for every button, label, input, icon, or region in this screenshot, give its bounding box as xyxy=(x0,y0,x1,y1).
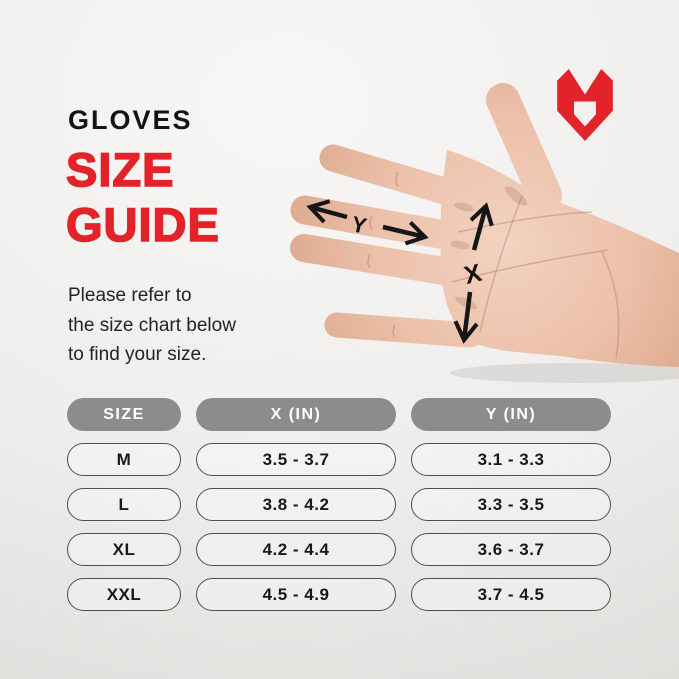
y-arrow-left xyxy=(306,199,348,224)
x-measure-label: X xyxy=(461,259,484,290)
kicker-gloves: GLOVES xyxy=(68,105,193,135)
thumb xyxy=(486,83,562,212)
y-cell: 3.3 - 3.5 xyxy=(411,488,611,521)
palm-creases xyxy=(367,171,620,359)
header-x-in: X (IN) xyxy=(196,398,396,431)
size-cell: M xyxy=(67,443,181,476)
header-size: SIZE xyxy=(67,398,181,431)
x-cell: 3.5 - 3.7 xyxy=(196,443,396,476)
x-cell: 4.5 - 4.9 xyxy=(196,578,396,611)
index-finger xyxy=(319,144,482,212)
size-cell: XXL xyxy=(67,578,181,611)
intro-line3: to find your size. xyxy=(68,344,207,365)
size-table: SIZE X (IN) Y (IN) M 3.5 - 3.7 3.1 - 3.3… xyxy=(67,398,611,611)
size-cell: XL xyxy=(67,533,181,566)
hand-shadow xyxy=(450,363,679,383)
size-cell: L xyxy=(67,488,181,521)
y-cell: 3.7 - 4.5 xyxy=(411,578,611,611)
pinky-finger xyxy=(324,312,483,348)
x-cell: 4.2 - 4.4 xyxy=(196,533,396,566)
x-arrow-down xyxy=(453,291,479,344)
finger-crotch-shading xyxy=(450,186,528,310)
page-title-line1: SIZE xyxy=(65,142,175,197)
intro-line2: the size chart below xyxy=(68,314,236,336)
page-title: SIZE GUIDE xyxy=(65,142,220,252)
y-cell: 3.1 - 3.3 xyxy=(411,443,611,476)
ring-finger xyxy=(290,234,476,288)
brand-horned-shield-icon xyxy=(557,69,613,141)
y-cell: 3.6 - 3.7 xyxy=(411,533,611,566)
measurement-arrows xyxy=(306,199,494,344)
palm xyxy=(440,150,679,367)
x-arrow-up xyxy=(469,202,494,251)
hand-measurement-photo: Y X xyxy=(290,83,679,383)
intro-text: Please refer to the size chart below to … xyxy=(68,281,236,370)
y-measure-label: Y xyxy=(349,211,369,239)
header-y-in: Y (IN) xyxy=(411,398,611,431)
x-cell: 3.8 - 4.2 xyxy=(196,488,396,521)
page-title-line2: GUIDE xyxy=(65,197,220,252)
y-arrow-right xyxy=(382,220,429,246)
intro-line1: Please refer to xyxy=(68,285,192,306)
